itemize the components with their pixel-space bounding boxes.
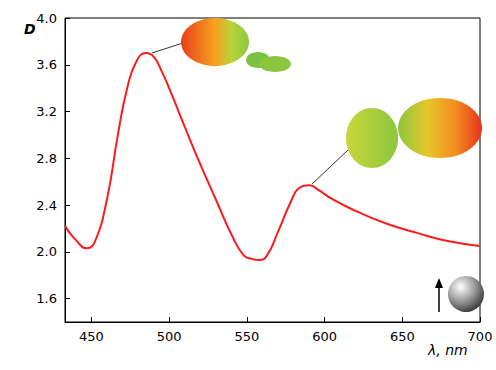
svg-text:500: 500 (157, 329, 182, 344)
svg-text:650: 650 (390, 329, 415, 344)
svg-text:600: 600 (312, 329, 337, 344)
svg-text:2.4: 2.4 (36, 198, 57, 213)
svg-text:450: 450 (79, 329, 104, 344)
svg-text:2.0: 2.0 (36, 244, 57, 259)
svg-text:λ, nm: λ, nm (427, 342, 468, 358)
svg-text:3.2: 3.2 (36, 104, 57, 119)
svg-text:1.6: 1.6 (36, 291, 57, 306)
svg-text:2.8: 2.8 (36, 151, 57, 166)
svg-text:4.0: 4.0 (36, 11, 57, 26)
svg-text:3.6: 3.6 (36, 57, 57, 72)
svg-text:D: D (24, 21, 36, 37)
svg-text:700: 700 (468, 329, 493, 344)
svg-text:550: 550 (234, 329, 259, 344)
